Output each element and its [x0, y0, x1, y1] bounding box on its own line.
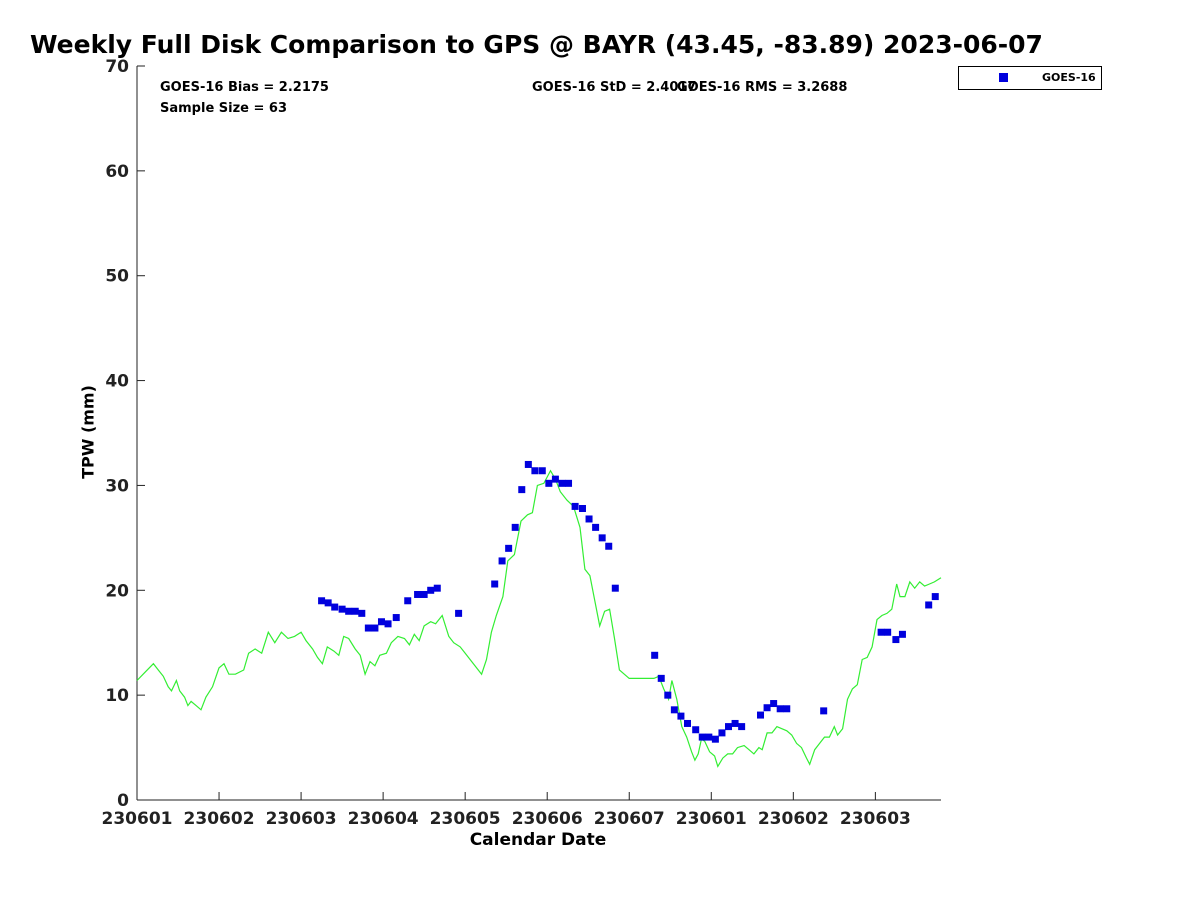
goes16-data-point: [651, 651, 659, 659]
goes16-data-point: [892, 636, 900, 644]
goes16-data-point: [377, 618, 385, 626]
goes16-data-point: [705, 733, 713, 741]
goes16-data-point: [925, 601, 933, 609]
y-tick-label: 40: [105, 372, 129, 392]
goes16-data-point: [420, 590, 428, 598]
goes16-data-point: [345, 607, 353, 615]
goes16-data-point: [551, 475, 559, 483]
x-tick-label: 230603: [266, 809, 337, 829]
x-tick-label: 230605: [430, 809, 501, 829]
goes16-data-point: [433, 584, 441, 592]
goes16-data-point: [592, 523, 600, 531]
x-tick-label: 230602: [184, 809, 255, 829]
goes16-data-point: [524, 460, 532, 468]
goes16-data-point: [384, 620, 392, 628]
goes16-data-point: [763, 704, 771, 712]
goes16-data-point: [683, 719, 691, 727]
bias-stat: GOES-16 Bias = 2.2175: [160, 80, 329, 95]
goes16-data-point: [578, 504, 586, 512]
x-axis-title: Calendar Date: [469, 830, 607, 850]
goes16-data-point: [538, 467, 546, 475]
goes16-data-point: [364, 624, 372, 632]
y-tick-label: 70: [105, 57, 129, 77]
goes16-data-point: [677, 712, 685, 720]
goes16-data-point: [664, 691, 672, 699]
goes16-data-point: [491, 580, 499, 588]
goes16-data-point: [738, 723, 746, 731]
goes16-data-point: [358, 609, 366, 617]
goes16-data-point: [404, 597, 412, 605]
goes16-data-point: [351, 607, 359, 615]
goes16-data-point: [324, 599, 332, 607]
goes16-data-point: [498, 557, 506, 565]
gps-series-line: [136, 469, 942, 768]
goes16-data-point: [783, 705, 791, 713]
y-tick-label: 20: [105, 581, 129, 601]
legend-marker-goes16: [999, 73, 1008, 82]
goes16-data-point: [670, 706, 678, 714]
goes16-data-point: [545, 479, 553, 487]
goes16-data-point: [711, 735, 719, 743]
goes16-data-point: [898, 630, 906, 638]
rms-stat: GOES-16 RMS = 3.2688: [677, 80, 848, 95]
goes16-data-point: [558, 479, 566, 487]
legend: GOES-16: [958, 66, 1102, 90]
goes16-data-point: [718, 729, 726, 737]
goes16-data-point: [605, 542, 613, 550]
x-tick-label: 230603: [840, 809, 911, 829]
goes16-data-point: [427, 586, 435, 594]
goes16-data-point: [931, 593, 939, 601]
goes16-data-point: [331, 603, 339, 611]
goes16-data-point: [698, 733, 706, 741]
x-tick-label: 230606: [512, 809, 583, 829]
goes16-data-point: [371, 624, 379, 632]
goes16-data-point: [770, 700, 778, 708]
legend-label-goes16: GOES-16: [1042, 71, 1096, 84]
goes16-data-point: [392, 614, 400, 622]
goes16-data-point: [571, 502, 579, 510]
x-tick-label: 230604: [348, 809, 419, 829]
x-tick-label: 230601: [676, 809, 747, 829]
goes16-data-point: [657, 674, 665, 682]
goes16-data-point: [531, 467, 539, 475]
std-stat: GOES-16 StD = 2.4017: [532, 80, 697, 95]
goes16-data-point: [338, 605, 346, 613]
goes16-data-point: [511, 523, 519, 531]
x-tick-label: 230602: [758, 809, 829, 829]
y-tick-label: 10: [105, 686, 129, 706]
x-tick-label: 230607: [594, 809, 665, 829]
goes16-data-point: [505, 544, 513, 552]
goes16-data-point: [598, 534, 606, 542]
goes16-data-point: [757, 711, 765, 719]
goes16-data-point: [877, 628, 885, 636]
y-tick-label: 50: [105, 267, 129, 287]
goes16-data-point: [731, 719, 739, 727]
goes16-data-point: [585, 515, 593, 523]
goes16-data-point: [565, 479, 573, 487]
y-tick-label: 30: [105, 476, 129, 496]
goes16-data-point: [414, 590, 422, 598]
x-tick-label: 230601: [102, 809, 173, 829]
chart-title: Weekly Full Disk Comparison to GPS @ BAY…: [30, 30, 1043, 59]
goes16-data-point: [518, 486, 526, 494]
y-tick-label: 60: [105, 162, 129, 182]
goes16-data-point: [820, 707, 828, 715]
goes16-data-point: [776, 705, 784, 713]
y-tick-label: 0: [117, 791, 129, 811]
goes16-data-point: [725, 723, 733, 731]
sample-size-stat: Sample Size = 63: [160, 101, 288, 116]
goes16-data-point: [884, 628, 892, 636]
goes16-data-point: [611, 584, 619, 592]
goes16-data-point: [318, 597, 326, 605]
goes16-data-point: [692, 726, 700, 734]
goes16-data-point: [455, 609, 463, 617]
